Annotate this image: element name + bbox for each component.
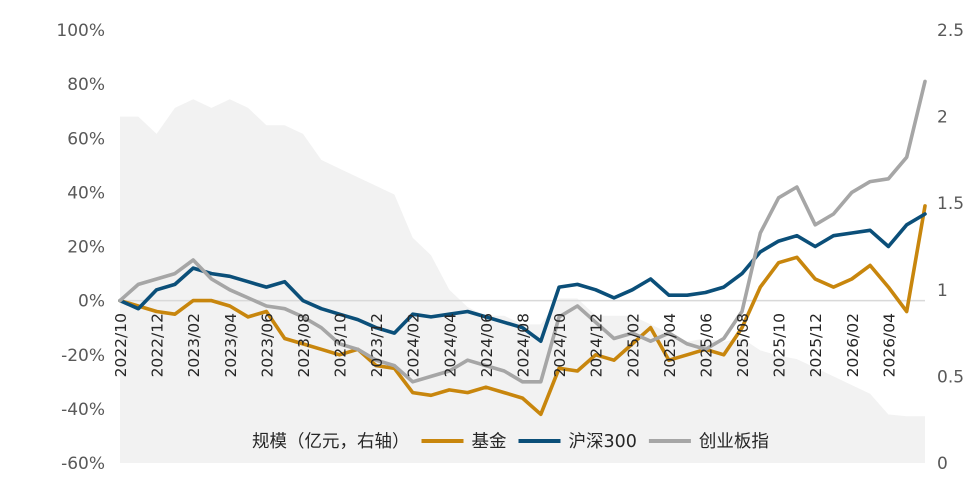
x-axis-tick-label: 2024/04 (441, 313, 459, 377)
x-axis-tick-label: 2025/08 (734, 313, 752, 377)
right-axis-tick-label: 1.5 (937, 194, 964, 214)
left-axis-tick-label: 40% (67, 183, 105, 203)
x-axis-tick-label: 2026/02 (844, 313, 862, 377)
x-axis-tick-label: 2022/10 (112, 313, 130, 377)
x-axis-tick-label: 2024/12 (588, 313, 606, 377)
right-axis-tick-label: 0 (937, 454, 948, 474)
scale-area-layer (120, 99, 925, 464)
left-axis-tick-label: 100% (56, 21, 105, 41)
right-axis-tick-label: 1 (937, 281, 948, 301)
left-axis-tick-label: -40% (61, 400, 105, 420)
legend-label: 基金 (472, 432, 507, 452)
x-axis-tick-label: 2025/06 (698, 313, 716, 377)
series-lines-layer (118, 79, 927, 417)
x-axis-tick-label: 2023/04 (222, 313, 240, 377)
x-axis-tick-label: 2023/12 (368, 313, 386, 377)
x-axis-tick-label: 2024/08 (515, 313, 533, 377)
legend-label: 沪深300 (569, 432, 637, 452)
x-axis-tick-label: 2023/10 (332, 313, 350, 377)
x-axis-tick-label: 2025/12 (807, 313, 825, 377)
left-axis-tick-label: 20% (67, 238, 105, 258)
x-axis-tick-label: 2024/06 (478, 313, 496, 377)
legend-label: 创业板指 (699, 432, 769, 452)
right-axis-tick-label: 2 (937, 108, 948, 128)
left-axis-tick-label: 80% (67, 75, 105, 95)
x-axis-tick-label: 2025/02 (624, 313, 642, 377)
left-axis-tick-label: -60% (61, 454, 105, 474)
x-axis-tick-label: 2026/04 (880, 313, 898, 377)
x-axis-tick-label: 2025/04 (661, 313, 679, 377)
legend-label: 规模（亿元，右轴） (252, 432, 410, 452)
right-axis-ticks: 2.5 2 1.5 1 0.5 0 (937, 21, 964, 474)
legend: 规模（亿元，右轴） 基金 沪深300 创业板指 (252, 432, 769, 452)
x-axis-ticks: 2022/10 2022/12 2023/02 2023/04 2023/06 2023/… (112, 313, 898, 377)
x-axis-tick-label: 2024/10 (551, 313, 569, 377)
x-axis-tick-label: 2025/10 (771, 313, 789, 377)
left-axis-ticks: 100% 80% 60% 40% 20% 0% -20% -40% -60% (56, 21, 105, 474)
right-axis-tick-label: 0.5 (937, 367, 964, 387)
x-axis-tick-label: 2023/06 (258, 313, 276, 377)
x-axis-tick-label: 2022/12 (149, 313, 167, 377)
left-axis-tick-label: 0% (78, 292, 105, 312)
x-axis-tick-label: 2023/02 (185, 313, 203, 377)
left-axis-tick-label: -20% (61, 346, 105, 366)
x-axis-tick-label: 2023/08 (295, 313, 313, 377)
right-axis-tick-label: 2.5 (937, 21, 964, 41)
left-axis-tick-label: 60% (67, 129, 105, 149)
series-area-scale (120, 99, 925, 464)
x-axis-tick-label: 2024/02 (405, 313, 423, 377)
